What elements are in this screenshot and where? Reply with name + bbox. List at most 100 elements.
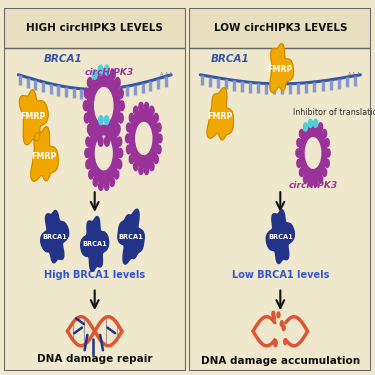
Circle shape: [84, 113, 89, 123]
Bar: [189, 8, 371, 48]
Circle shape: [126, 145, 131, 154]
Circle shape: [314, 178, 318, 187]
Text: FMRP: FMRP: [268, 65, 293, 74]
Circle shape: [274, 341, 277, 346]
Text: DNA damage repair: DNA damage repair: [37, 354, 152, 363]
Circle shape: [144, 166, 149, 174]
Circle shape: [84, 88, 89, 98]
Circle shape: [126, 134, 130, 143]
Circle shape: [110, 177, 114, 186]
Circle shape: [86, 160, 90, 169]
Circle shape: [303, 123, 307, 131]
Text: BRCA1: BRCA1: [44, 54, 82, 64]
Circle shape: [150, 162, 154, 171]
Text: DNA damage accumulation: DNA damage accumulation: [201, 356, 360, 366]
Text: BRCA1: BRCA1: [42, 234, 67, 240]
Circle shape: [110, 120, 114, 129]
Polygon shape: [81, 216, 109, 272]
Circle shape: [325, 139, 329, 147]
Circle shape: [139, 166, 143, 174]
Circle shape: [326, 149, 330, 157]
Circle shape: [297, 159, 301, 167]
Circle shape: [129, 113, 134, 122]
Circle shape: [110, 69, 115, 79]
Circle shape: [308, 119, 312, 128]
Circle shape: [322, 168, 327, 177]
Text: LOW circHIPK3 LEVELS: LOW circHIPK3 LEVELS: [214, 22, 347, 33]
Text: A: A: [357, 72, 360, 77]
Text: Low BRCA1 levels: Low BRCA1 levels: [232, 270, 329, 280]
Circle shape: [95, 136, 112, 170]
Circle shape: [114, 170, 119, 179]
Circle shape: [92, 132, 97, 142]
Text: BRCA1: BRCA1: [268, 234, 292, 240]
Text: FMRP: FMRP: [208, 112, 233, 121]
Circle shape: [105, 65, 110, 75]
Circle shape: [154, 155, 158, 164]
Circle shape: [118, 113, 123, 123]
Circle shape: [325, 159, 329, 167]
Circle shape: [157, 123, 161, 132]
Circle shape: [85, 148, 89, 158]
Circle shape: [297, 139, 301, 147]
Text: circHIPK3: circHIPK3: [85, 68, 134, 77]
Circle shape: [136, 123, 152, 154]
Circle shape: [104, 116, 109, 124]
Circle shape: [144, 102, 149, 111]
Circle shape: [117, 160, 122, 169]
Circle shape: [119, 101, 124, 111]
Text: A: A: [170, 72, 173, 77]
Circle shape: [87, 124, 92, 134]
Circle shape: [318, 123, 322, 131]
Circle shape: [118, 88, 123, 98]
Text: FMRP: FMRP: [31, 152, 57, 161]
Circle shape: [299, 126, 327, 180]
Text: BRCA1: BRCA1: [82, 241, 107, 247]
Circle shape: [88, 123, 119, 183]
Circle shape: [89, 127, 93, 136]
Text: HIGH circHIPK3 LEVELS: HIGH circHIPK3 LEVELS: [26, 22, 163, 33]
Text: A: A: [348, 72, 351, 77]
Circle shape: [115, 124, 120, 134]
Circle shape: [93, 120, 98, 129]
Circle shape: [303, 175, 307, 183]
Circle shape: [134, 162, 138, 171]
Circle shape: [272, 311, 275, 317]
Polygon shape: [207, 88, 234, 140]
Text: circHIPK3: circHIPK3: [288, 180, 338, 189]
Text: A: A: [352, 72, 356, 77]
Circle shape: [99, 182, 103, 190]
Circle shape: [98, 136, 103, 146]
Circle shape: [308, 178, 312, 187]
Polygon shape: [40, 210, 69, 263]
Circle shape: [318, 175, 322, 183]
Text: Inhibitor of translation: Inhibitor of translation: [293, 108, 375, 117]
Circle shape: [314, 119, 318, 128]
Circle shape: [150, 106, 154, 115]
Polygon shape: [118, 209, 144, 264]
Circle shape: [154, 113, 158, 122]
Circle shape: [157, 145, 161, 154]
Text: FMRP: FMRP: [20, 112, 45, 121]
Circle shape: [274, 340, 277, 346]
Polygon shape: [270, 44, 294, 92]
Circle shape: [93, 177, 98, 186]
Circle shape: [94, 87, 113, 124]
Polygon shape: [20, 90, 48, 145]
Circle shape: [280, 321, 283, 327]
Circle shape: [277, 312, 280, 318]
Circle shape: [300, 168, 303, 177]
Bar: [4, 8, 186, 48]
Circle shape: [87, 73, 120, 138]
Circle shape: [129, 110, 158, 168]
Circle shape: [126, 123, 131, 132]
Circle shape: [118, 148, 123, 158]
Circle shape: [117, 137, 122, 146]
Text: BRCA1: BRCA1: [118, 234, 143, 240]
Circle shape: [300, 129, 303, 138]
Circle shape: [87, 78, 92, 87]
Circle shape: [114, 127, 119, 136]
Text: A: A: [165, 72, 168, 77]
Circle shape: [105, 136, 110, 146]
Text: A: A: [160, 72, 164, 77]
